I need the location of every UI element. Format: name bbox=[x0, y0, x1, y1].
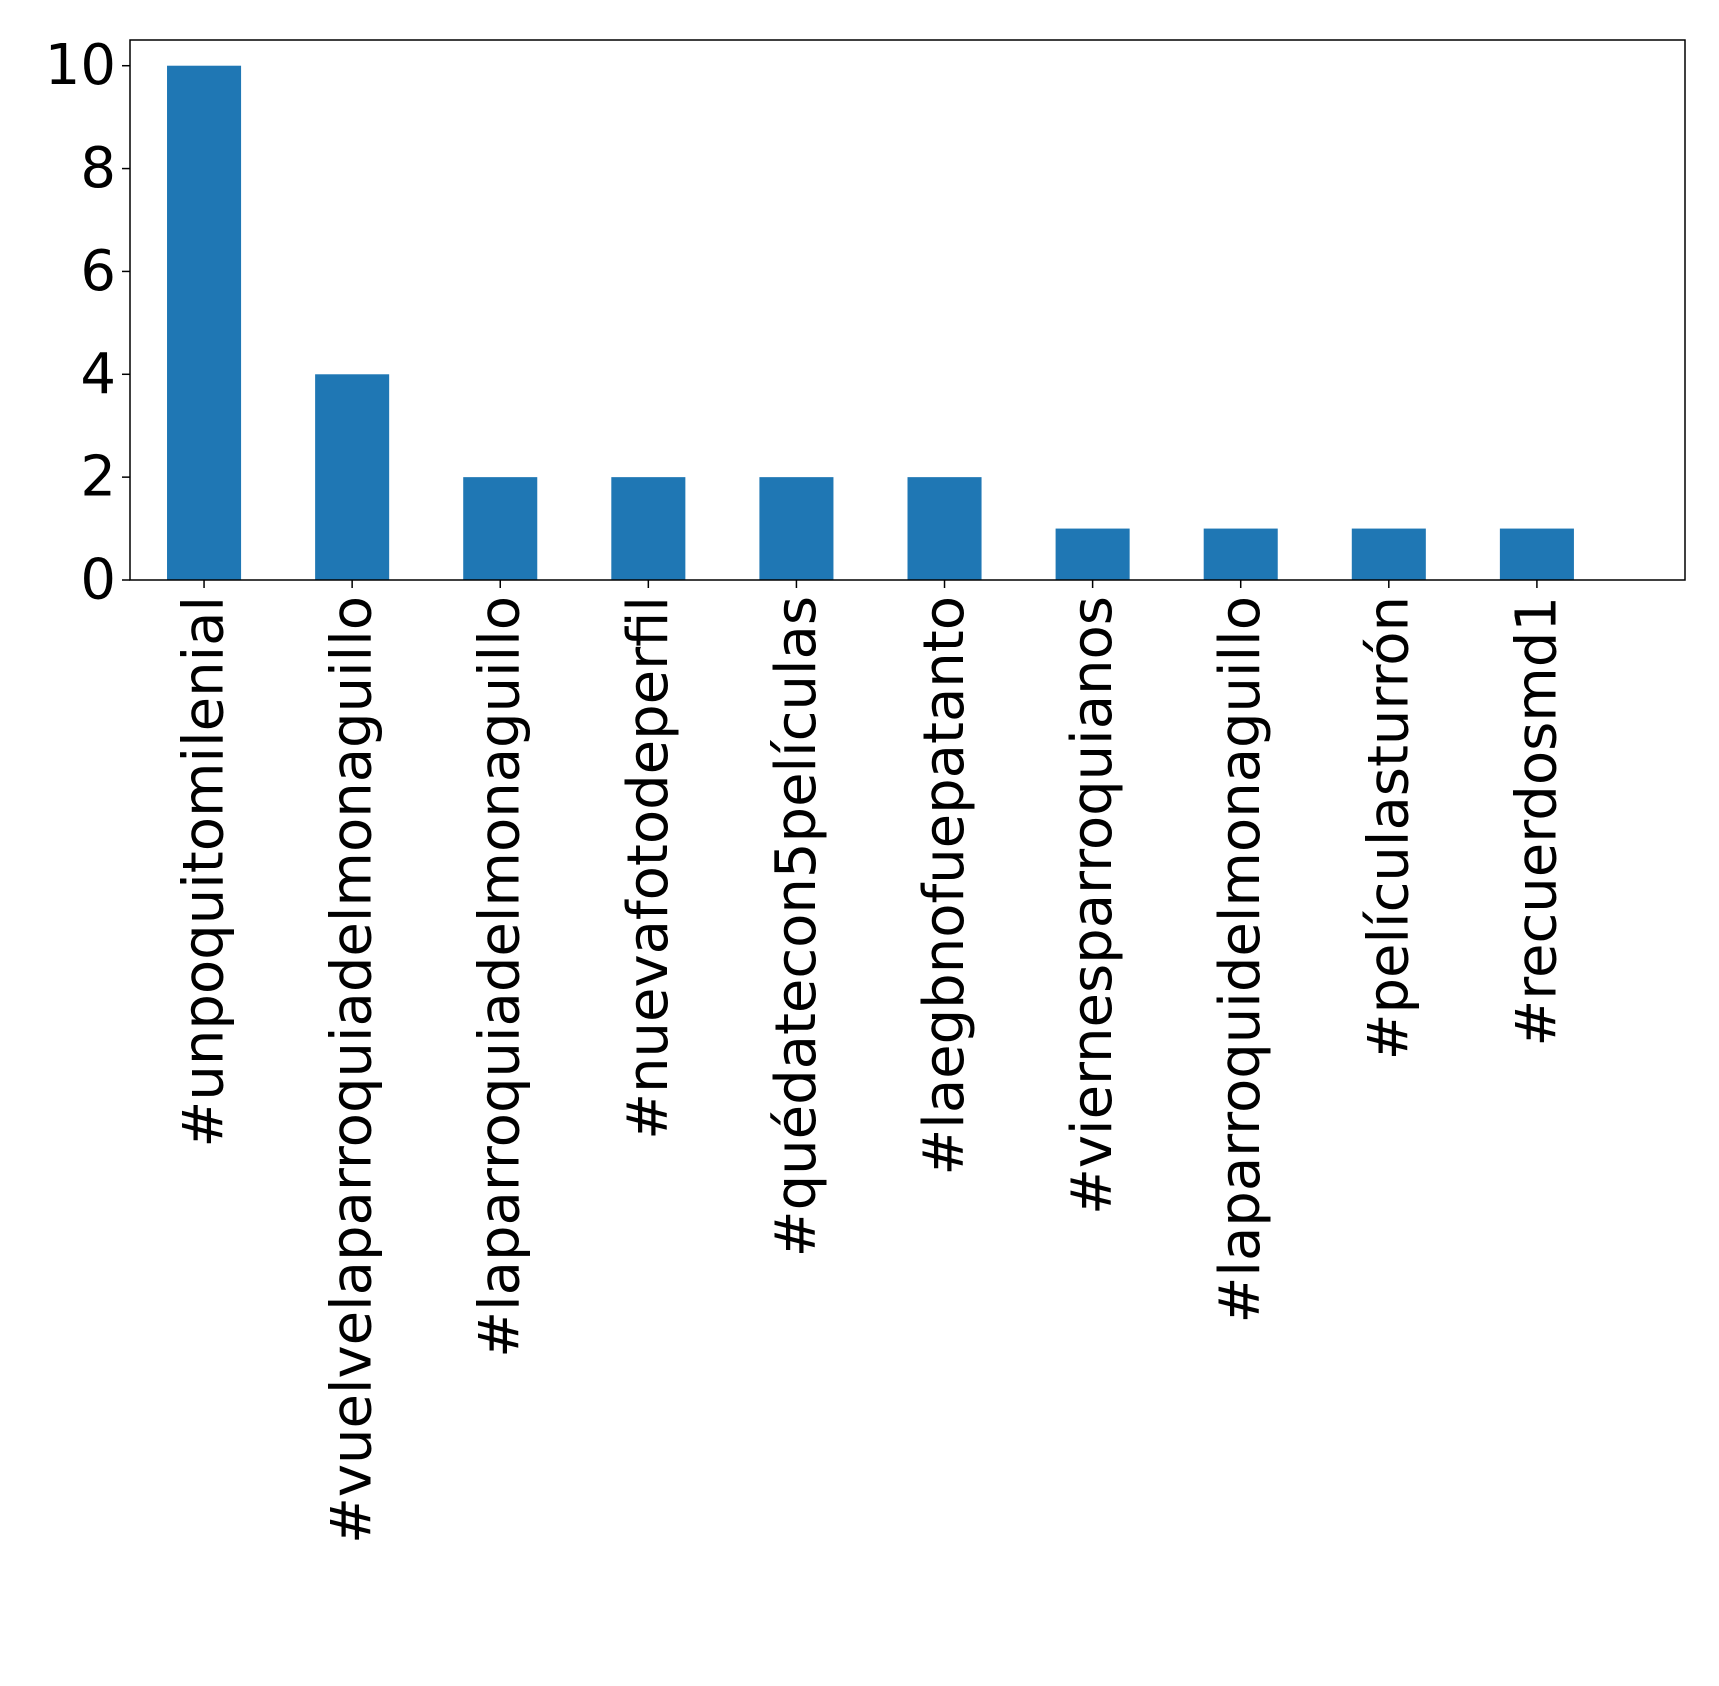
bar-5 bbox=[759, 477, 834, 580]
y-tick-label-8: 8 bbox=[80, 136, 116, 201]
x-tick-label-10: #recuerdosmd1 bbox=[1504, 596, 1569, 1047]
bar-9 bbox=[1351, 528, 1426, 580]
x-tick-label-7: #viernesparroquianos bbox=[1060, 596, 1125, 1215]
y-tick-label-2: 2 bbox=[80, 445, 116, 510]
y-tick-label-4: 4 bbox=[80, 342, 116, 407]
y-tick-label-0: 0 bbox=[80, 548, 116, 613]
y-axis: 0 2 4 6 8 10 bbox=[45, 33, 130, 613]
x-tick-label-4: #nuevafotodeperfil bbox=[616, 596, 681, 1140]
bars-group bbox=[167, 65, 1574, 580]
y-tick-label-6: 6 bbox=[80, 239, 116, 304]
x-axis: #unpoquitomilenial #vuelvelaparroquiadelm… bbox=[172, 580, 1569, 1544]
bar-10 bbox=[1499, 528, 1574, 580]
bar-2 bbox=[315, 374, 390, 580]
x-tick-label-9: #películasturrón bbox=[1356, 596, 1421, 1060]
x-tick-label-6: #laegbnofuepatanto bbox=[912, 596, 977, 1176]
y-tick-label-10: 10 bbox=[45, 33, 116, 98]
x-tick-label-5: #quédatecon5películas bbox=[764, 596, 829, 1257]
x-tick-label-3: #laparroquiadelmonaguillo bbox=[468, 596, 533, 1358]
bar-1 bbox=[167, 65, 242, 580]
plot-frame bbox=[129, 39, 1686, 581]
bar-8 bbox=[1203, 528, 1278, 580]
x-tick-label-1: #unpoquitomilenial bbox=[172, 596, 237, 1148]
bar-7 bbox=[1055, 528, 1130, 580]
x-tick-label-8: #laparroquidelmonaguillo bbox=[1208, 596, 1273, 1324]
bar-6 bbox=[907, 477, 982, 580]
bar-3 bbox=[463, 477, 538, 580]
x-tick-label-2: #vuelvelaparroquiadelmonaguillo bbox=[320, 596, 385, 1544]
bar-4 bbox=[611, 477, 686, 580]
